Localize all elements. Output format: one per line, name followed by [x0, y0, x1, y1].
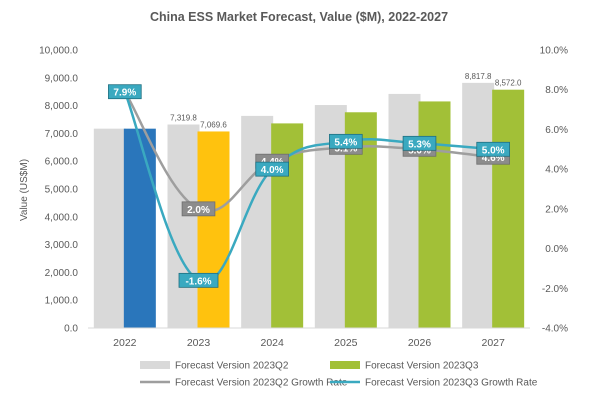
line-data-label: 4.0%	[261, 165, 284, 176]
bar-data-label: 8,817.8	[465, 72, 492, 81]
bar	[492, 89, 525, 329]
y-tick-label: 4,000.0	[45, 212, 79, 223]
y-tick-label: 0.0	[64, 324, 78, 335]
x-tick-label: 2026	[408, 337, 432, 349]
bar	[123, 128, 156, 328]
line-data-label-box	[181, 201, 216, 217]
y2-tick-label: -2.0%	[542, 284, 568, 295]
line-data-label: 4.6%	[482, 153, 505, 164]
line-data-label: 5.1%	[334, 143, 357, 154]
y2-tick-label: 10.0%	[540, 46, 568, 57]
x-tick-label: 2025	[334, 337, 358, 349]
y-tick-label: 7,000.0	[45, 129, 79, 140]
legend-label: Forecast Version 2023Q3 Growth Rate	[365, 378, 538, 389]
legend-swatch	[140, 361, 170, 369]
line-data-label: 5.4%	[334, 137, 357, 148]
line-data-label: 7.9%	[113, 88, 136, 99]
labels-layer: 7,319.88,817.87,069.68,572.02.0%4.4%5.1%…	[108, 72, 522, 288]
legend-label: Forecast Version 2023Q2 Growth Rate	[175, 378, 348, 389]
y2-tick-label: 6.0%	[545, 125, 568, 136]
y-tick-label: 2,000.0	[45, 268, 79, 279]
line-data-label-box	[329, 133, 363, 149]
line-data-label-box	[178, 272, 219, 288]
y-axis-label: Value (US$M)	[19, 159, 30, 221]
y2-tick-label: 4.0%	[545, 165, 568, 176]
line-data-label: 2.0%	[187, 205, 210, 216]
bar	[197, 131, 230, 328]
legend-swatch	[330, 361, 360, 369]
bar	[241, 115, 274, 328]
line-data-label: 5.3%	[408, 139, 431, 150]
axes-layer: 0.0 1,000.0 2,000.0 3,000.0 4,000.0 5,000.0 6,…	[39, 46, 568, 350]
bar-data-label: 7,319.8	[170, 114, 197, 123]
bars-layer	[93, 82, 525, 329]
line-data-label-box	[255, 161, 289, 177]
x-tick-label: 2023	[187, 337, 211, 349]
bar	[93, 128, 126, 328]
y-tick-label: 6,000.0	[45, 157, 79, 168]
bar-data-label: 8,572.0	[495, 79, 522, 88]
line-data-label-box	[476, 141, 510, 157]
x-tick-label: 2024	[260, 337, 284, 349]
y-tick-label: 3,000.0	[45, 240, 79, 251]
x-tick-label: 2027	[481, 337, 505, 349]
y2-tick-label: 0.0%	[545, 244, 568, 255]
line-data-label: 5.0%	[408, 145, 431, 156]
y-tick-label: 5,000.0	[45, 185, 79, 196]
legend-label: Forecast Version 2023Q3	[365, 361, 479, 372]
line-data-label: 5.0%	[482, 145, 505, 156]
line-data-label-box	[402, 135, 437, 151]
bar	[418, 101, 451, 329]
y-tick-label: 9,000.0	[45, 73, 79, 84]
legend: Forecast Version 2023Q2 Forecast Version …	[140, 361, 538, 389]
y2-tick-label: -4.0%	[542, 324, 568, 335]
x-tick-label: 2022	[113, 337, 137, 349]
bar	[388, 93, 421, 328]
y2-tick-label: 2.0%	[545, 204, 568, 215]
legend-label: Forecast Version 2023Q2	[175, 361, 289, 372]
bar	[167, 124, 200, 329]
chart-title: China ESS Market Forecast, Value ($M), 2…	[150, 10, 448, 24]
y-tick-label: 8,000.0	[45, 101, 79, 112]
line-data-label-box	[108, 84, 142, 100]
y-tick-label: 10,000.0	[39, 46, 78, 57]
y2-tick-label: 8.0%	[545, 85, 568, 96]
bar-data-label: 7,069.6	[200, 120, 227, 129]
bar	[462, 82, 495, 328]
line-data-label: -1.6%	[185, 276, 211, 287]
y-tick-label: 1,000.0	[45, 296, 79, 307]
